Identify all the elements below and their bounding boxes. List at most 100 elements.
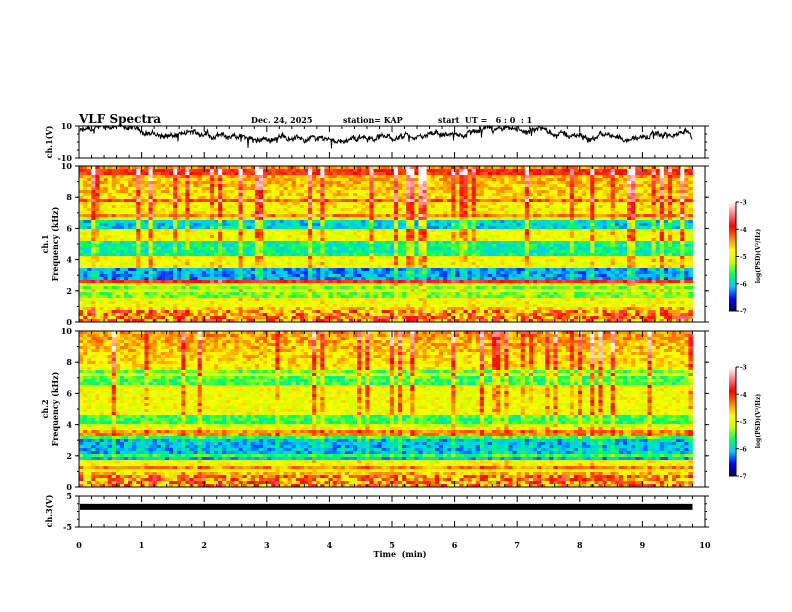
ch1-spectrogram-cell (222, 244, 227, 248)
ch1-spectrogram-cell (267, 217, 272, 221)
ch1-spectrogram-cell (643, 259, 648, 263)
ch1-spectrogram-cell (447, 175, 452, 179)
ch1-spectrogram-cell (156, 253, 162, 257)
ch1-spectrogram-cell (181, 199, 186, 203)
ch1-spectrogram-cell (537, 232, 542, 236)
ch1-spectrogram-cell (659, 208, 665, 212)
ch1-spectrogram-cell (545, 208, 550, 212)
ch1-spectrogram-cell (496, 178, 501, 182)
ch1-spectrogram-cell (373, 172, 378, 176)
ch1-spectrogram-cell (393, 232, 399, 236)
ch1-spectrogram-cell (299, 187, 305, 191)
ch1-spectrogram-cell (455, 166, 460, 170)
ch1-spectrogram-cell (459, 208, 464, 212)
ch1-spectrogram-cell (123, 229, 129, 233)
ch1-spectrogram-cell (573, 166, 579, 170)
ch1-spectrogram-cell (471, 241, 477, 245)
ch1-spectrogram-cell (598, 250, 603, 254)
ch1-spectrogram-cell (532, 178, 538, 182)
ch1-spectrogram-cell (418, 220, 423, 224)
ch1-spectrogram-cell (312, 238, 317, 242)
ch1-spectrogram-cell (492, 214, 497, 218)
ch1-spectrogram-cell (136, 244, 141, 248)
ch1-spectrogram-cell (447, 187, 452, 191)
ch1-spectrogram-cell (152, 238, 158, 242)
ch1-spectrogram-cell (418, 175, 423, 179)
ch1-spectrogram-cell (287, 247, 293, 251)
ch1-spectrogram-cell (430, 253, 436, 257)
ch1-spectrogram-cell (659, 172, 665, 176)
ch1-spectrogram-cell (557, 256, 562, 260)
ch1-spectrogram-cell (303, 208, 309, 212)
ch1-spectrogram-cell (258, 208, 264, 212)
ch1-spectrogram-cell (181, 223, 186, 227)
ch1-spectrogram-cell (500, 184, 505, 188)
ch1-spectrogram-cell (475, 220, 481, 224)
ch1-spectrogram-cell (520, 250, 526, 254)
ch1-spectrogram-cell (279, 196, 284, 200)
ch1-spectrogram-cell (467, 223, 473, 227)
ch1-spectrogram-cell (332, 256, 338, 260)
ch1-spectrogram-cell (185, 196, 190, 200)
ch1-spectrogram-cell (663, 238, 669, 242)
ch1-spectrogram-cell (279, 223, 284, 227)
ch1-spectrogram-cell (520, 229, 526, 233)
ch1-spectrogram-cell (410, 229, 415, 233)
ch1-spectrogram-cell (680, 205, 685, 209)
ch1-spectrogram-cell (459, 181, 464, 185)
ch1-spectrogram-cell (426, 178, 432, 182)
ch1-spectrogram-cell (528, 259, 534, 263)
ch1-spectrogram-cell (663, 190, 669, 194)
ch1-spectrogram-cell (348, 208, 354, 212)
ch1-spectrogram-cell (361, 214, 366, 218)
ch1-spectrogram-cell (487, 244, 493, 248)
ch1-spectrogram-cell (627, 172, 632, 176)
ch1-spectrogram-cell (99, 202, 104, 206)
ch1-spectrogram-cell (324, 193, 329, 197)
ch1-spectrogram-cell (189, 190, 194, 194)
ch1-spectrogram-cell (357, 232, 362, 236)
ch1-spectrogram-cell (353, 259, 358, 263)
ch1-spectrogram-cell (83, 181, 88, 185)
ch1-spectrogram-cell (451, 202, 456, 206)
ch1-spectrogram-cell (532, 175, 538, 179)
ch1-spectrogram-cell (283, 175, 288, 179)
ch1-spectrogram-cell (275, 223, 280, 227)
ch1-spectrogram-cell (336, 217, 342, 221)
ch1-spectrogram-cell (303, 196, 309, 200)
ch1-spectrogram-cell (209, 262, 215, 266)
ch1-spectrogram-cell (320, 235, 325, 239)
ch1-spectrogram-cell (160, 187, 166, 191)
ch1-spectrogram-cell (283, 169, 288, 173)
ch1-spectrogram-cell (140, 169, 145, 173)
ch1-spectrogram-cell (582, 217, 587, 221)
ch1-spectrogram-cell (373, 178, 378, 182)
ch1-spectrogram-cell (201, 211, 207, 215)
ch1-spectrogram-cell (635, 244, 640, 248)
ch1-spectrogram-cell (299, 202, 305, 206)
ch1-spectrogram-cell (389, 262, 395, 266)
ch1-spectrogram-cell (79, 259, 84, 263)
ch1-spectrogram-cell (639, 205, 644, 209)
ch1-spectrogram-cell (532, 235, 538, 239)
ch1-spectrogram-cell (144, 181, 149, 185)
ch1-spectrogram-cell (246, 232, 252, 236)
ch1-spectrogram-cell (193, 229, 199, 233)
ch1-spectrogram-cell (598, 208, 603, 212)
ch1-spectrogram-cell (373, 235, 378, 239)
ch1-spectrogram-cell (627, 193, 632, 197)
ch1-spectrogram-cell (528, 190, 534, 194)
ch1-spectrogram-cell (79, 217, 84, 221)
ch1-spectrogram-cell (676, 259, 681, 263)
ch1-spectrogram-cell (234, 223, 239, 227)
ch1-spectrogram-cell (258, 235, 264, 239)
ch1-spectrogram-cell (647, 220, 652, 224)
ch1-spectrogram-cell (532, 166, 538, 170)
ch1-spectrogram-cell (218, 193, 223, 197)
ch1-spectrogram-cell (410, 214, 415, 218)
ch1-spectrogram-cell (479, 193, 485, 197)
ch1-spectrogram-cell (164, 226, 170, 230)
ch1-spectrogram-cell (622, 211, 628, 215)
ch1-spectrogram-cell (99, 232, 104, 236)
ch1-spectrogram-cell (492, 205, 497, 209)
